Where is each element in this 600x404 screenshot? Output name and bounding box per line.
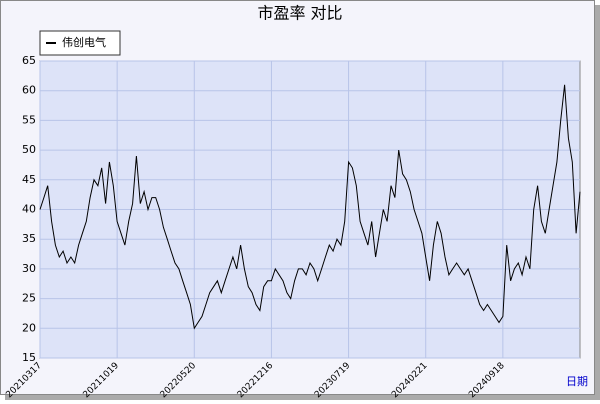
- y-tick-label: 35: [22, 232, 36, 245]
- y-tick-label: 45: [22, 173, 36, 186]
- y-tick-label: 20: [22, 321, 36, 334]
- chart-title: 市盈率 对比: [257, 4, 342, 23]
- line: [39, 84, 581, 330]
- y-tick-label: 25: [22, 292, 36, 305]
- y-tick-label: 50: [22, 143, 36, 156]
- y-tick-label: 55: [22, 113, 36, 126]
- legend-label: 伟创电气: [62, 35, 106, 49]
- y-tick-label: 40: [22, 203, 36, 216]
- y-tick-label: 30: [22, 262, 36, 275]
- shadow: [5, 395, 600, 400]
- y-tick-label: 65: [22, 54, 36, 67]
- y-tick-label: 15: [22, 351, 36, 364]
- y-tick-label: 60: [22, 84, 36, 97]
- shadow: [595, 5, 600, 395]
- x-axis-label: 日期: [566, 375, 588, 388]
